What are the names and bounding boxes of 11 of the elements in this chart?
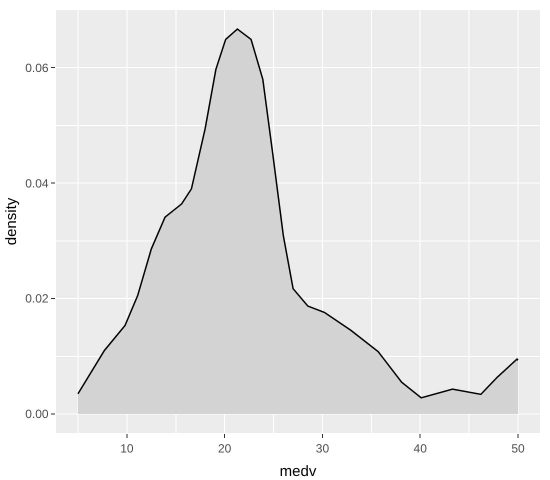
- x-tick-label: 30: [316, 441, 330, 456]
- y-tick-label: 0.00: [25, 407, 49, 422]
- y-tick-label: 0.02: [25, 292, 49, 306]
- x-tick-label: 50: [511, 441, 525, 456]
- x-tick-label: 20: [218, 441, 232, 456]
- y-axis-title: density: [3, 197, 20, 246]
- x-axis-title: medv: [280, 463, 317, 480]
- x-tick-label: 10: [120, 441, 134, 456]
- y-tick-label: 0.04: [25, 176, 49, 190]
- x-tick-label: 40: [414, 441, 428, 456]
- y-tick-label: 0.06: [25, 60, 49, 75]
